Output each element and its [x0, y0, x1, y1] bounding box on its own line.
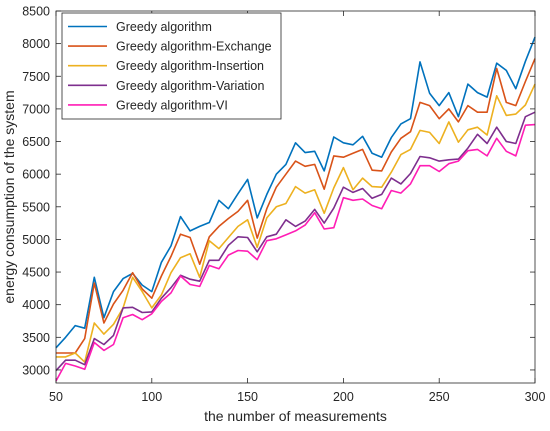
y-tick-label: 6500: [22, 135, 50, 149]
legend-items: Greedy algorithm Greedy algorithm-Exchang…: [68, 20, 272, 112]
x-tick-label: 100: [141, 390, 162, 404]
y-tick-label: 5500: [22, 200, 50, 214]
x-axis-title: the number of measurements: [204, 408, 387, 424]
series-line-4: [55, 123, 536, 382]
y-tick-label: 7500: [22, 70, 50, 84]
series-line-1: [56, 58, 536, 354]
y-tick-label: 6000: [22, 168, 50, 182]
legend-label-3: Greedy algorithm-Variation: [116, 79, 264, 93]
legend-label-1: Greedy algorithm-Exchange: [116, 40, 272, 54]
series-group: [55, 36, 536, 382]
x-tick-label: 250: [429, 390, 450, 404]
y-tick-label: 4500: [22, 266, 50, 280]
legend-label-0: Greedy algorithm: [116, 20, 212, 34]
x-tick-label: 200: [333, 390, 354, 404]
y-tick-label: 7000: [22, 102, 50, 116]
x-tick-label: 150: [237, 390, 258, 404]
y-axis-title: energy consumption of the system: [1, 90, 17, 303]
legend: Greedy algorithm Greedy algorithm-Exchang…: [61, 12, 282, 120]
y-tick-label: 5000: [22, 233, 50, 247]
legend-label-2: Greedy algorithm-Insertion: [116, 59, 264, 73]
y-tick-label: 8000: [22, 37, 50, 51]
x-axis: 50 100 150 200 250 300: [49, 11, 545, 404]
y-axis: 3000 3500 4000 4500 5000 5500 6000 6500 7000 7500…: [22, 5, 535, 377]
x-tick-label: 300: [525, 390, 546, 404]
y-tick-label: 4000: [22, 298, 50, 312]
series-line-3: [55, 111, 536, 372]
y-tick-label: 3500: [22, 331, 50, 345]
legend-label-4: Greedy algorithm-VI: [116, 98, 228, 112]
axes-box: [55, 10, 536, 384]
y-tick-label: 3000: [22, 363, 50, 377]
x-tick-label: 50: [49, 390, 63, 404]
series-line-2: [56, 83, 536, 363]
y-tick-label: 8500: [22, 5, 50, 19]
